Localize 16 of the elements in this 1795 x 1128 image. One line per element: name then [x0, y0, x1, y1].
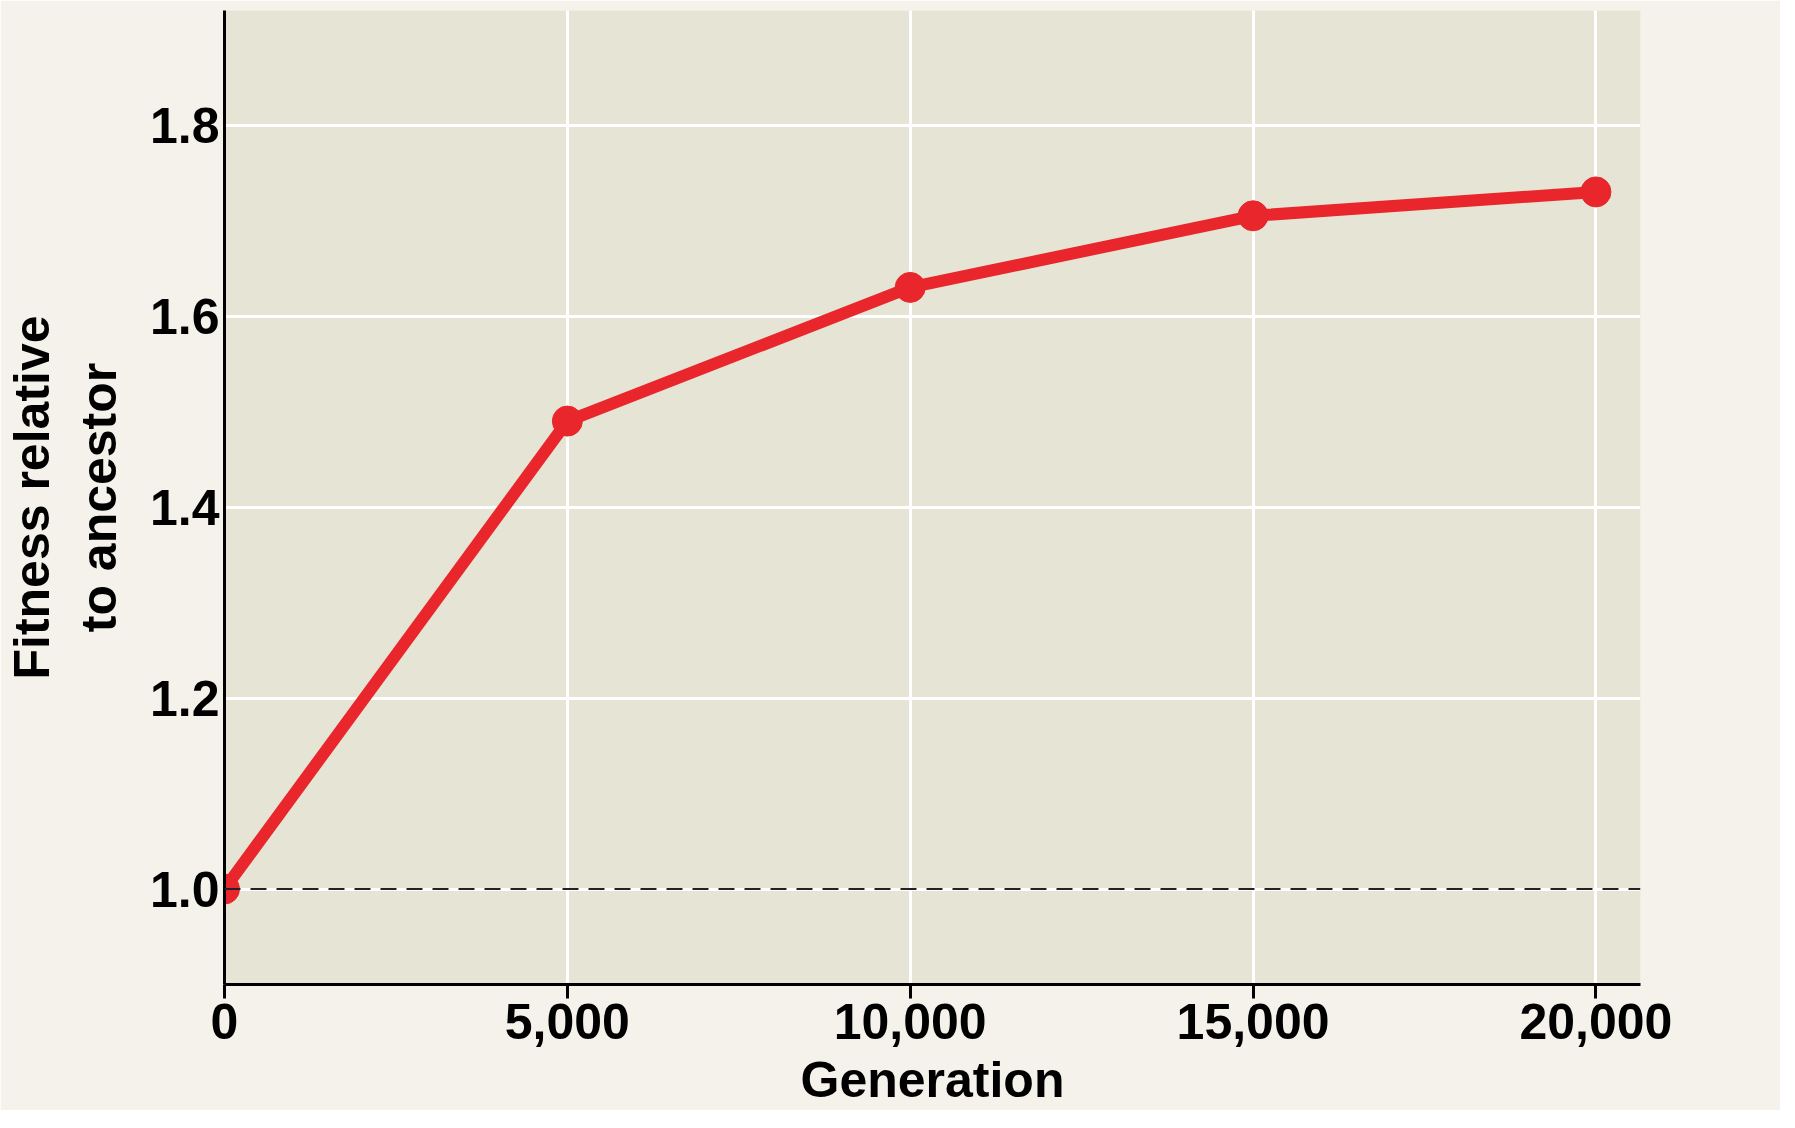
- x-tick-label: 15,000: [1176, 993, 1330, 1050]
- x-tick-label: 0: [210, 993, 239, 1050]
- x-axis-title: Generation: [800, 1051, 1065, 1108]
- point: [551, 405, 583, 437]
- y-tick-label: 1.6: [149, 288, 220, 345]
- y-tick-label: 1.4: [149, 479, 220, 536]
- x-tick-label: 10,000: [833, 993, 987, 1050]
- x-tick-label: 20,000: [1519, 993, 1673, 1050]
- y-tick-label: 1.2: [149, 670, 220, 727]
- y-tick-label: 1.8: [149, 97, 220, 154]
- x-tick-label: 5,000: [504, 993, 630, 1050]
- point: [1237, 200, 1269, 232]
- point: [894, 271, 926, 303]
- point: [1580, 176, 1612, 208]
- y-tick-label: 1.0: [149, 861, 220, 918]
- y-axis-title: Fitness relative to ancestor: [3, 315, 127, 680]
